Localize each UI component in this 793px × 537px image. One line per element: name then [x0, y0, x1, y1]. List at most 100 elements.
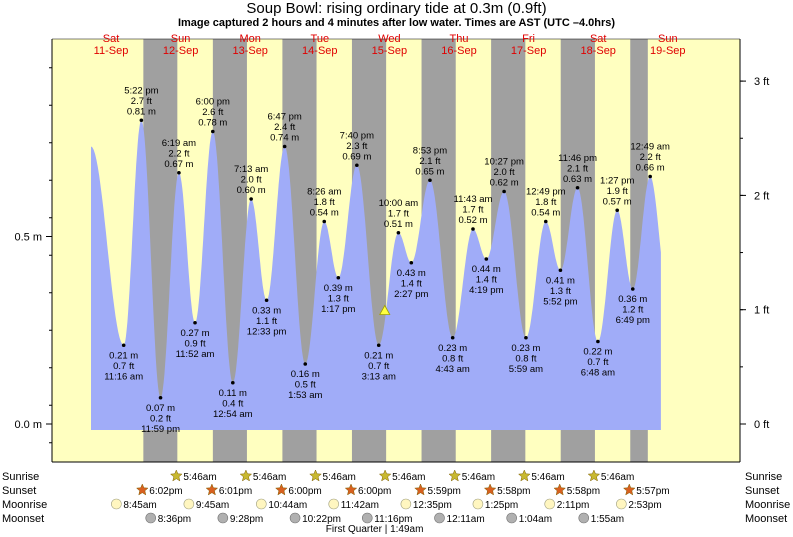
- tide-height-ft: 0.8 ft: [515, 353, 536, 364]
- tide-time: 11:43 am: [454, 194, 493, 205]
- tide-height-m: 0.54 m: [531, 208, 560, 219]
- sunrise-time: 5:46am: [462, 472, 495, 483]
- day-date: 13-Sep: [232, 45, 267, 57]
- tide-height-m: 0.69 m: [342, 151, 371, 162]
- sunrise-time: 5:46am: [531, 472, 564, 483]
- low-tide-label: 0.36 m1.2 ft6:49 pm: [616, 287, 650, 326]
- tide-height-m: 0.65 m: [415, 166, 444, 177]
- tide-time: 10:27 pm: [484, 157, 524, 168]
- tide-height-m: 0.81 m: [127, 106, 156, 117]
- tide-time: 6:47 pm: [267, 112, 301, 123]
- day-of-week: Wed: [378, 33, 400, 45]
- tide-time: 12:49 pm: [526, 187, 566, 198]
- tide-height-ft: 2.0 ft: [241, 175, 262, 186]
- sunset-time: 5:58pm: [567, 486, 600, 497]
- moonset-time: 10:22pm: [302, 514, 341, 525]
- tide-time: 1:17 pm: [321, 304, 355, 315]
- tide-point: [121, 343, 126, 348]
- high-tide-label: 1:27 pm1.9 ft0.57 m: [600, 175, 634, 213]
- tide-height-m: 0.41 m: [546, 275, 575, 286]
- tide-time: 3:13 am: [362, 371, 396, 382]
- tide-time: 1:27 pm: [600, 175, 634, 186]
- tide-height-m: 0.11 m: [219, 388, 247, 399]
- day-of-week: Mon: [239, 33, 260, 45]
- moonrise-row-label-right: Moonrise: [745, 499, 790, 511]
- tide-height-m: 0.51 m: [384, 219, 413, 230]
- sunset-star-icon: [414, 483, 427, 496]
- moonrise-time: 2:11pm: [557, 500, 590, 511]
- sunrise-time: 5:46am: [253, 472, 286, 483]
- tide-height-ft: 2.6 ft: [202, 107, 223, 118]
- high-tide-label: 6:47 pm2.4 ft0.74 m: [267, 112, 302, 149]
- tide-height-ft: 1.1 ft: [256, 316, 277, 327]
- sunset-time: 5:59pm: [428, 486, 461, 497]
- tide-height-ft: 1.8 ft: [535, 197, 556, 208]
- sunrise-star-icon: [378, 469, 392, 482]
- moonset-row-label-right: Moonset: [745, 513, 787, 525]
- moonrise-row-label-left: Moonrise: [2, 499, 47, 511]
- left-tick-label: 0.5 m: [14, 232, 42, 244]
- moonset-icon: [434, 512, 445, 524]
- tide-point: [630, 287, 635, 291]
- tide-time: 11:46 pm: [558, 153, 597, 164]
- sunset-star-icon: [344, 483, 358, 496]
- tide-time: 5:52 pm: [543, 296, 577, 307]
- tide-time: 8:26 am: [307, 187, 341, 198]
- sunrise-star-icon: [169, 469, 183, 482]
- sunrise-row-label-left: Sunrise: [2, 471, 39, 483]
- tide-height-ft: 1.4 ft: [401, 278, 422, 289]
- high-tide-label: 12:49 pm1.8 ft0.54 m: [526, 187, 566, 224]
- tide-height-ft: 0.7 ft: [368, 361, 389, 372]
- tide-height-ft: 2.4 ft: [274, 122, 295, 133]
- tide-point: [648, 174, 652, 179]
- sunset-star-icon: [483, 483, 497, 496]
- moonrise-icon: [544, 498, 556, 510]
- tide-height-ft: 0.8 ft: [442, 353, 463, 364]
- tide-time: 6:00 pm: [196, 97, 230, 108]
- sunset-star-icon: [275, 483, 288, 496]
- day-date: 17-Sep: [511, 45, 546, 57]
- right-tick-label: 1 ft: [754, 305, 769, 317]
- tide-point: [396, 230, 401, 235]
- tide-height-ft: 1.8 ft: [314, 197, 335, 208]
- tide-time: 4:19 pm: [469, 285, 503, 296]
- tide-time: 11:52 am: [176, 349, 215, 360]
- right-tick-label: 2 ft: [754, 190, 769, 202]
- sunrise-star-icon: [239, 469, 253, 482]
- moonrise-time: 8:45am: [123, 500, 156, 511]
- tide-height-ft: 0.9 ft: [184, 338, 205, 349]
- moonrise-icon: [400, 498, 412, 510]
- moonset-time: 1:04am: [519, 514, 552, 525]
- day-date: 18-Sep: [580, 45, 615, 57]
- high-tide-label: 10:27 pm2.0 ft0.62 m: [484, 157, 524, 194]
- sunset-star-icon: [622, 483, 636, 496]
- tide-height-m: 0.74 m: [270, 133, 299, 144]
- tide-height-ft: 2.1 ft: [567, 163, 588, 174]
- tide-height-ft: 1.3 ft: [328, 293, 349, 304]
- moonrise-time: 11:42am: [341, 500, 379, 511]
- tide-point: [596, 339, 600, 344]
- tide-time: 7:13 am: [234, 164, 268, 175]
- sunset-time: 6:00pm: [288, 486, 321, 497]
- sunset-time: 5:58pm: [497, 486, 530, 497]
- day-date: 19-Sep: [650, 45, 685, 57]
- sunrise-star-icon: [587, 469, 601, 482]
- moonset-time: 11:16pm: [374, 514, 412, 525]
- tide-height-m: 0.63 m: [563, 174, 592, 185]
- moonset-time: 12:11am: [447, 514, 485, 525]
- moonrise-icon: [183, 498, 195, 510]
- moonrise-time: 1:25pm: [485, 500, 518, 511]
- sunset-time: 6:01pm: [219, 486, 252, 497]
- tide-point: [249, 197, 253, 201]
- sunset-star-icon: [205, 483, 219, 496]
- tide-point: [158, 395, 163, 400]
- tide-point: [193, 320, 197, 325]
- day-of-week: Sat: [103, 33, 120, 45]
